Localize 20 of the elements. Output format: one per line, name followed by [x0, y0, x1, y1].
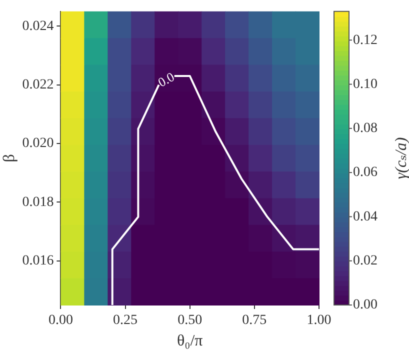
color-bar-label: 0.06	[353, 165, 378, 180]
annotation: 0.0	[155, 68, 177, 90]
color-bar-label: 0.02	[353, 254, 378, 269]
y-tick-label: 0.020	[22, 136, 54, 152]
color-bar-label: 0.04	[353, 209, 378, 224]
y-tick-label: 0.022	[22, 77, 54, 92]
x-tick-label: 0.75	[242, 313, 267, 328]
color-bar-label: 0.12	[353, 32, 378, 48]
color-bar-label: 0.08	[353, 121, 378, 136]
x-tick-label: 0.00	[48, 313, 73, 328]
y-tick-label: 0.018	[22, 194, 54, 210]
color-bar-label: 0.10	[353, 76, 378, 92]
x-tick-label: 0.25	[113, 313, 138, 328]
color-bar-label: 0.00	[353, 298, 378, 313]
x-tick-label: 0.50	[178, 313, 202, 328]
y-tick-label: 0.016	[22, 254, 54, 269]
y-tick-label: 0.024	[22, 18, 54, 34]
x-tick-label: 1.00	[306, 313, 332, 328]
y-axis-title: β	[0, 154, 18, 162]
x-axis-title: θ₀/π	[176, 332, 203, 350]
